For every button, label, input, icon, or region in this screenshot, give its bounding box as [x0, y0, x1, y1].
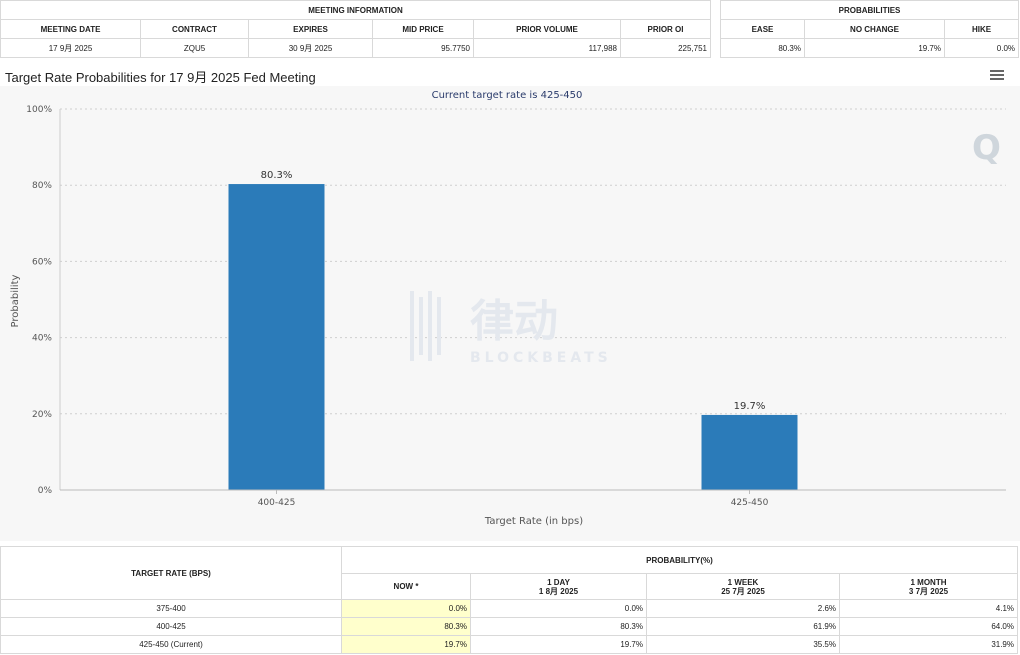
week-cell: 61.9% [646, 617, 840, 636]
probability-chart: 0% 20% 40% 60% 80% 100% 律动 BLOCKBEATS 80.3% 19.… [10, 90, 1006, 527]
header-no-change: NO CHANGE [804, 19, 945, 39]
header-contract: CONTRACT [140, 19, 249, 39]
header-target-rate: TARGET RATE (BPS) [0, 546, 342, 600]
rate-cell: 375-400 [0, 599, 342, 618]
no-change-value: 19.7% [804, 38, 945, 58]
hike-value: 0.0% [944, 38, 1019, 58]
watermark-mark [410, 291, 414, 361]
day-cell: 19.7% [470, 635, 647, 654]
header-probability: PROBABILITY(%) [341, 546, 1018, 574]
header-1-month-label: 1 MONTH [910, 577, 947, 587]
watermark: 律动 BLOCKBEATS [410, 291, 612, 366]
header-1-day-label: 1 DAY [547, 577, 570, 587]
y-tick-label: 100% [26, 105, 52, 115]
header-expires: EXPIRES [248, 19, 373, 39]
week-cell: 2.6% [646, 599, 840, 618]
svg-text:Q: Q [972, 128, 1001, 168]
chart-area: 0% 20% 40% 60% 80% 100% 律动 BLOCKBEATS 80.3% 19.… [0, 86, 1020, 541]
x-axis-label: Target Rate (in bps) [484, 516, 583, 527]
contract-value: ZQU5 [140, 38, 249, 58]
watermark-mark [428, 291, 432, 361]
ease-value: 80.3% [720, 38, 805, 58]
month-cell: 64.0% [839, 617, 1018, 636]
prior-volume-value: 117,988 [473, 38, 621, 58]
meeting-info-title: MEETING INFORMATION [0, 0, 711, 20]
week-cell: 35.5% [646, 635, 840, 654]
meeting-info-table: MEETING INFORMATION MEETING DATE CONTRAC… [0, 0, 711, 58]
page-title: Target Rate Probabilities for 17 9月 2025… [5, 70, 316, 85]
probability-history-table: TARGET RATE (BPS) PROBABILITY(%) NOW * 1… [0, 546, 1018, 654]
header-1-month-date: 3 7月 2025 [908, 586, 949, 596]
header-1-week-date: 25 7月 2025 [721, 586, 765, 596]
header-1-day-date: 1 8月 2025 [538, 586, 579, 596]
q-logo-icon: Q [972, 128, 1001, 168]
bar [228, 184, 325, 490]
header-1-day: 1 DAY 1 8月 2025 [470, 573, 647, 600]
x-tick-label: 400-425 [258, 498, 296, 508]
now-cell: 80.3% [341, 617, 471, 636]
table-row: 425-450 (Current) 19.7% 19.7% 35.5% 31.9… [0, 635, 1018, 654]
y-tick-label: 80% [32, 181, 52, 191]
table-row: 375-400 0.0% 0.0% 2.6% 4.1% [0, 599, 1018, 618]
header-now-label: NOW * [393, 582, 419, 591]
month-cell: 4.1% [839, 599, 1018, 618]
rate-cell: 425-450 (Current) [0, 635, 342, 654]
mid-price-value: 95.7750 [372, 38, 474, 58]
data-label: 19.7% [734, 401, 766, 412]
day-cell: 0.0% [470, 599, 647, 618]
y-axis: 0% 20% 40% 60% 80% 100% [26, 105, 61, 496]
header-1-week-label: 1 WEEK [727, 577, 759, 587]
header-now: NOW * [341, 573, 471, 600]
header-hike: HIKE [944, 19, 1019, 39]
watermark-subtext: BLOCKBEATS [470, 350, 612, 366]
meeting-date-value: 17 9月 2025 [0, 38, 141, 58]
y-tick-label: 20% [32, 410, 52, 420]
header-1-month: 1 MONTH 3 7月 2025 [839, 573, 1018, 600]
day-cell: 80.3% [470, 617, 647, 636]
rate-cell: 400-425 [0, 617, 342, 636]
expires-value: 30 9月 2025 [248, 38, 373, 58]
month-cell: 31.9% [839, 635, 1018, 654]
y-tick-label: 60% [32, 257, 52, 267]
bar [701, 414, 798, 490]
x-tick-label: 425-450 [731, 498, 769, 508]
chart-menu-icon[interactable] [990, 70, 1004, 82]
data-label: 80.3% [261, 170, 293, 181]
header-prior-oi: PRIOR OI [620, 19, 711, 39]
chart-grid [60, 108, 1006, 415]
prior-oi-value: 225,751 [620, 38, 711, 58]
probabilities-table: PROBABILITIES EASE NO CHANGE HIKE 80.3% … [720, 0, 1019, 58]
header-meeting-date: MEETING DATE [0, 19, 141, 39]
x-axis: 400-425 425-450 [60, 489, 1006, 508]
watermark-mark [419, 297, 423, 355]
watermark-text: 律动 [470, 296, 558, 347]
chart-bars: 80.3% 19.7% [228, 170, 798, 490]
now-cell: 19.7% [341, 635, 471, 654]
probabilities-title: PROBABILITIES [720, 0, 1019, 20]
y-axis-label: Probability [10, 274, 21, 327]
header-mid-price: MID PRICE [372, 19, 474, 39]
now-cell: 0.0% [341, 599, 471, 618]
watermark-mark [437, 297, 441, 355]
header-1-week: 1 WEEK 25 7月 2025 [646, 573, 840, 600]
y-tick-label: 0% [38, 486, 53, 496]
y-tick-label: 40% [32, 334, 52, 344]
table-row: 400-425 80.3% 80.3% 61.9% 64.0% [0, 617, 1018, 636]
chart-subtitle: Current target rate is 425-450 [432, 90, 583, 101]
header-prior-volume: PRIOR VOLUME [473, 19, 621, 39]
header-ease: EASE [720, 19, 805, 39]
